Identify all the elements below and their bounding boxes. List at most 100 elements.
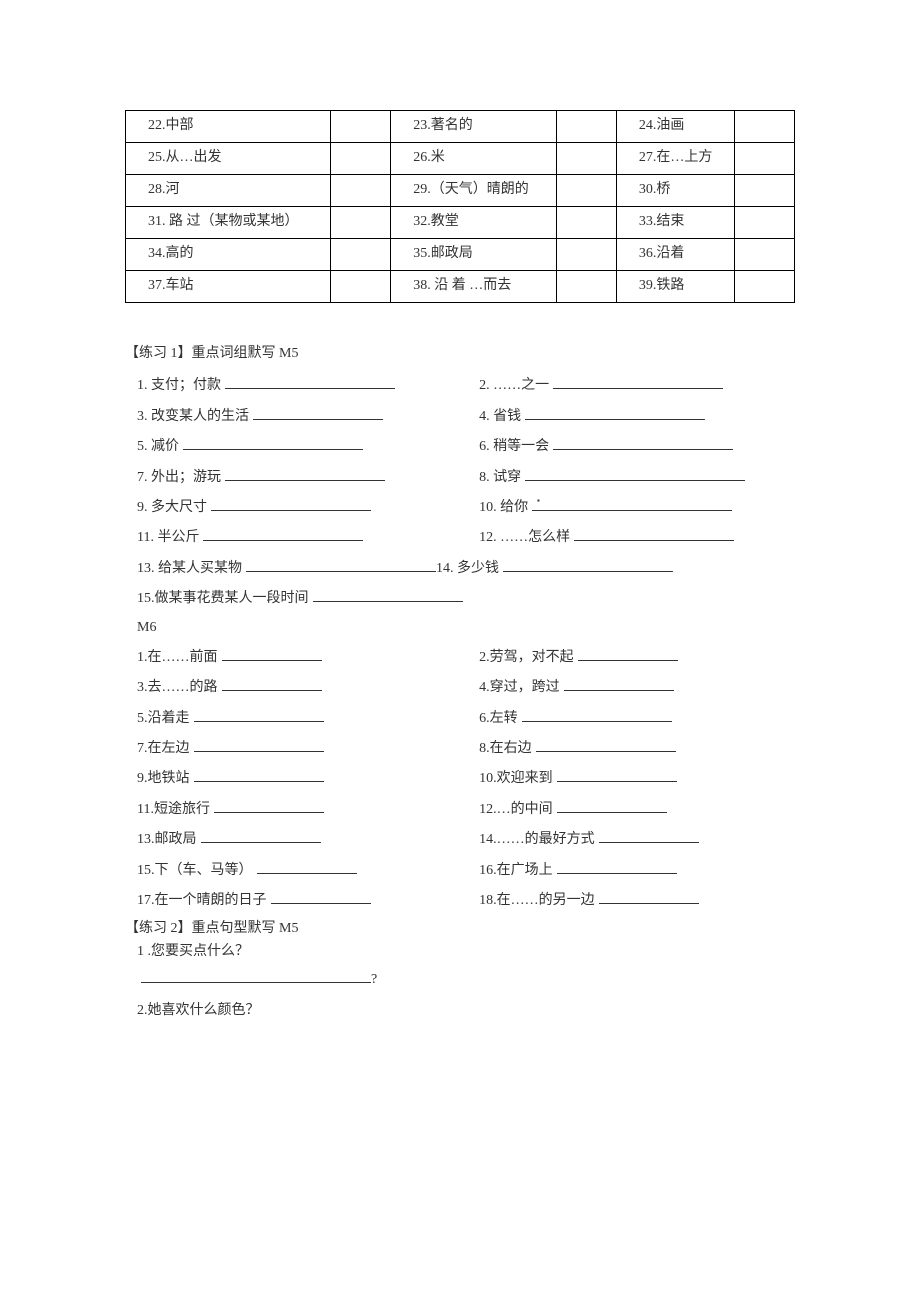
vocab-answer (331, 239, 391, 271)
exercise-item: 14.……的最好方式 (479, 827, 795, 851)
vocab-cell: 31. 路 过（某物或某地） (126, 207, 331, 239)
blank-line (271, 888, 371, 904)
exercise-item: 15.做某事花费某人一段时间 (137, 586, 795, 610)
m6-title: M6 (137, 617, 795, 639)
exercise-label: 7. 外出；游玩 (137, 467, 221, 489)
exercise-label: 6. 稍等一会 (479, 436, 549, 458)
exercise-item: 5.沿着走 (137, 706, 479, 730)
vocab-answer (735, 239, 795, 271)
blank-line (532, 495, 732, 511)
vocab-cell: 28.河 (126, 175, 331, 207)
blank-line (599, 827, 699, 843)
blank-line (225, 373, 395, 389)
vocab-cell: 26.米 (391, 143, 557, 175)
exercise-row: 5. 减价6. 稍等一会 (137, 434, 795, 458)
blank-line (194, 766, 324, 782)
blank-line (222, 675, 322, 691)
q2-text: 2.她喜欢什么颜色？ (125, 1000, 795, 1022)
vocab-cell: 39.铁路 (616, 271, 734, 303)
exercise-item: 6.左转 (479, 706, 795, 730)
exercise-label: 4.穿过，跨过 (479, 677, 560, 699)
exercise-label: 4. 省钱 (479, 406, 521, 428)
exercise-row: 5.沿着走6.左转 (137, 706, 795, 730)
exercise-item: 1.在……前面 (137, 645, 479, 669)
blank-line (225, 465, 385, 481)
exercise-row: 15.下（车、马等） 16.在广场上 (137, 858, 795, 882)
exercise-row: 11. 半公斤 12. ……怎么样 (137, 525, 795, 549)
exercise-item: 10.欢迎来到 (479, 766, 795, 790)
blank-line (253, 404, 383, 420)
vocab-cell: 33.结束 (616, 207, 734, 239)
vocab-answer (331, 143, 391, 175)
exercise2-title: 【练习 2】重点句型默写 M5 (125, 918, 795, 940)
m6-list: 1.在……前面2.劳驾，对不起3.去……的路4.穿过，跨过5.沿着走6.左转7.… (125, 645, 795, 913)
exercise-item: 14. 多少钱 (436, 556, 673, 580)
vocab-answer (556, 271, 616, 303)
exercise-item: 2. ……之一 (479, 373, 795, 397)
vocab-answer (331, 175, 391, 207)
blank-line (257, 858, 357, 874)
q1-suffix: ? (371, 972, 377, 987)
exercise-label: 2.劳驾，对不起 (479, 647, 574, 669)
exercise1-title: 【练习 1】重点词组默写 M5 (125, 343, 795, 365)
exercise-item: 4.穿过，跨过 (479, 675, 795, 699)
exercise-label: 7.在左边 (137, 738, 190, 760)
blank-line (194, 706, 324, 722)
exercise-item: 9. 多大尺寸 (137, 495, 479, 519)
q1-text: 1 .您要买点什么？ (125, 941, 795, 963)
exercise-row: 1. 支付；付款2. ……之一 (137, 373, 795, 397)
vocab-answer (556, 207, 616, 239)
vocab-answer (735, 175, 795, 207)
exercise-label: 18.在……的另一边 (479, 890, 595, 912)
vocab-cell: 29.（天气）晴朗的 (391, 175, 557, 207)
vocab-cell: 32.教堂 (391, 207, 557, 239)
exercise-label: 12.…的中间 (479, 799, 553, 821)
exercise-row: 11.短途旅行12.…的中间 (137, 797, 795, 821)
vocab-answer (331, 111, 391, 143)
blank-line (578, 645, 678, 661)
exercise-label: 2. ……之一 (479, 375, 549, 397)
blank-line (211, 495, 371, 511)
exercise-label: 11. 半公斤 (137, 527, 199, 549)
exercise-item: 3. 改变某人的生活 (137, 404, 479, 428)
blank-line (313, 586, 463, 602)
exercise-label: 9.地铁站 (137, 768, 190, 790)
exercise-label: 13.邮政局 (137, 829, 197, 851)
vocab-answer (735, 143, 795, 175)
exercise-item: 13.邮政局 (137, 827, 479, 851)
vocab-table: 22.中部23.著名的24.油画25.从…出发26.米27.在…上方28.河29… (125, 110, 795, 303)
exercise-item: 12. ……怎么样 (479, 525, 795, 549)
blank-line (536, 736, 676, 752)
exercise-item: 3.去……的路 (137, 675, 479, 699)
exercise-item: 4. 省钱 (479, 404, 795, 428)
blank-line (203, 525, 363, 541)
q1-blank-row: ? (125, 967, 795, 991)
exercise-label: 15.做某事花费某人一段时间 (137, 588, 309, 610)
exercise-row: 13.邮政局 14.……的最好方式 (137, 827, 795, 851)
blank-line (553, 434, 733, 450)
vocab-cell: 27.在…上方 (616, 143, 734, 175)
exercise-item: 16.在广场上 (479, 858, 795, 882)
vocab-cell: 25.从…出发 (126, 143, 331, 175)
exercise-row: 7.在左边 8.在右边 (137, 736, 795, 760)
exercise-label: 14. 多少钱 (436, 558, 499, 580)
exercise-label: 12. ……怎么样 (479, 527, 570, 549)
exercise-label: 16.在广场上 (479, 860, 553, 882)
vocab-cell: 38. 沿 着 …而去 (391, 271, 557, 303)
exercise-row: 9. 多大尺寸▪10. 给你 (137, 495, 795, 519)
exercise-item: 13. 给某人买某物 (137, 556, 436, 580)
vocab-answer (735, 271, 795, 303)
exercise-label: 15.下（车、马等） (137, 860, 253, 882)
exercise-label: 14.……的最好方式 (479, 829, 595, 851)
exercise-row: 3.去……的路4.穿过，跨过 (137, 675, 795, 699)
exercise-row: 1.在……前面 2.劳驾，对不起 (137, 645, 795, 669)
exercise-label: 1.在……前面 (137, 647, 218, 669)
blank-line (246, 556, 436, 572)
vocab-cell: 36.沿着 (616, 239, 734, 271)
exercise-row: 7. 外出；游玩8. 试穿 (137, 465, 795, 489)
q1-blank (141, 967, 371, 983)
vocab-cell: 34.高的 (126, 239, 331, 271)
exercise-row: 3. 改变某人的生活4. 省钱 (137, 404, 795, 428)
vocab-answer (331, 207, 391, 239)
vocab-cell: 24.油画 (616, 111, 734, 143)
